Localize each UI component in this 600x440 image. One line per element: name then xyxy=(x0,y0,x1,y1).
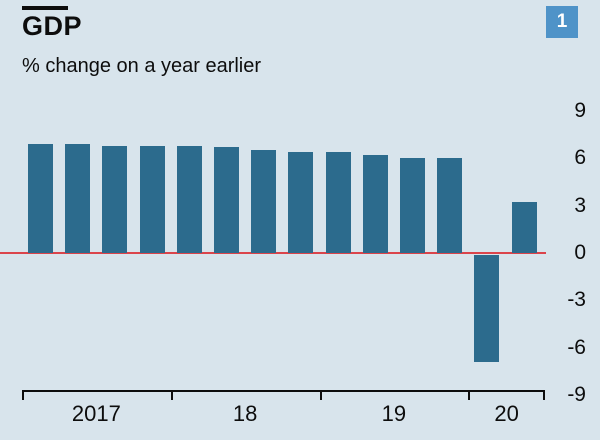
x-axis-tick xyxy=(468,390,471,400)
bar-2019-q4 xyxy=(437,158,463,253)
bar-2018-q2 xyxy=(214,147,239,253)
bar-2017-q3 xyxy=(102,145,128,253)
chart-subtitle: % change on a year earlier xyxy=(22,55,262,77)
bar-2017-q1 xyxy=(28,143,53,253)
bar-2017-q4 xyxy=(139,145,165,253)
bar-2020-q1 xyxy=(474,255,500,363)
y-axis-label-3: 3 xyxy=(574,193,586,217)
y-axis-label--3: -3 xyxy=(567,288,586,312)
bar-2018-q4 xyxy=(288,151,314,253)
bar-2017-q2 xyxy=(65,143,91,253)
x-axis-label-2017: 2017 xyxy=(71,401,121,426)
x-axis-label-18: 18 xyxy=(232,401,258,426)
y-axis-label--9: -9 xyxy=(567,383,586,407)
y-axis-label-0: 0 xyxy=(574,241,586,264)
x-axis-tick xyxy=(170,390,173,400)
x-axis-line xyxy=(22,390,545,392)
figure-number-badge: 1 xyxy=(546,6,578,38)
bar-2019-q1 xyxy=(325,151,351,253)
x-axis-tick xyxy=(543,390,545,400)
title-rule xyxy=(22,6,68,10)
x-axis-label-20: 20 xyxy=(494,401,519,426)
bar-2018-q1 xyxy=(176,145,202,253)
x-axis-tick xyxy=(319,390,322,400)
bar-2019-q3 xyxy=(400,158,425,253)
bar-2020-q2 xyxy=(511,202,537,253)
y-axis-label-9: 9 xyxy=(574,98,586,122)
zero-baseline xyxy=(0,252,546,254)
y-axis-label--6: -6 xyxy=(567,335,586,359)
x-axis-label-19: 19 xyxy=(381,401,407,426)
y-axis-label-6: 6 xyxy=(574,146,586,170)
bar-2019-q2 xyxy=(362,155,388,253)
x-axis-tick xyxy=(22,390,24,400)
page-title: GDP xyxy=(22,11,83,41)
bar-2018-q3 xyxy=(251,150,277,253)
